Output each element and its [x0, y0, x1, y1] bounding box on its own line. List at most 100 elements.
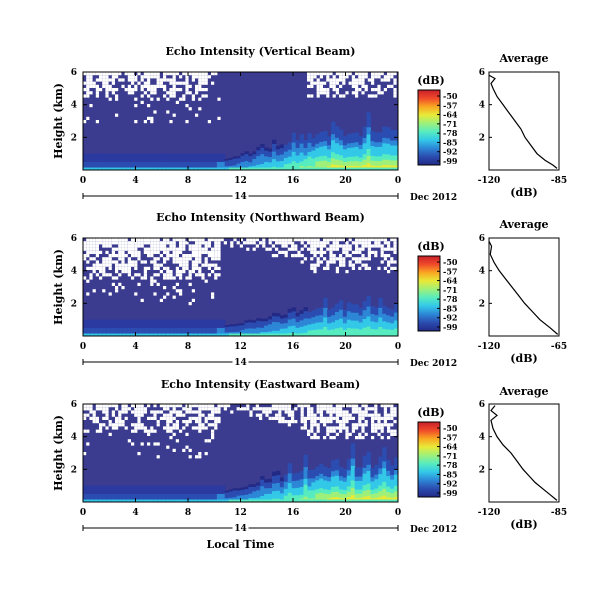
missing-data-cell	[111, 72, 115, 76]
heatmap-cell	[275, 157, 281, 162]
missing-data-cell	[271, 238, 275, 242]
missing-data-cell	[172, 410, 176, 414]
heatmap-cell	[299, 499, 304, 502]
missing-data-cell	[310, 420, 314, 424]
missing-data-cell	[127, 78, 131, 82]
heatmap-cell	[224, 333, 230, 336]
missing-data-cell	[211, 292, 215, 296]
missing-data-cell	[131, 250, 135, 254]
missing-data-cell	[191, 254, 195, 258]
missing-data-cell	[195, 250, 199, 254]
heatmap-cell	[169, 153, 175, 162]
heatmap-cell	[299, 474, 304, 480]
missing-data-cell	[95, 273, 99, 277]
missing-data-cell	[313, 81, 317, 85]
missing-data-cell	[156, 241, 160, 245]
heatmap-cell	[275, 499, 281, 502]
missing-data-cell	[131, 241, 135, 245]
heatmap-cell	[382, 131, 387, 138]
heatmap-cell	[394, 316, 398, 321]
missing-data-cell	[383, 254, 387, 258]
missing-data-cell	[86, 72, 90, 76]
heatmap-cell	[382, 495, 387, 502]
missing-data-cell	[140, 298, 144, 302]
missing-data-cell	[115, 407, 119, 411]
date-day-label: 14	[234, 358, 247, 368]
heatmap-cell	[390, 326, 395, 330]
heatmap-cell	[248, 499, 253, 502]
heatmap-cell	[311, 150, 316, 155]
heatmap-cell	[248, 161, 253, 165]
missing-data-cell	[159, 81, 163, 85]
heatmap-cell	[374, 155, 379, 162]
heatmap-cell	[240, 159, 245, 163]
missing-data-cell	[198, 426, 202, 430]
missing-data-cell	[195, 88, 199, 92]
missing-data-cell	[335, 257, 339, 261]
missing-data-cell	[329, 413, 333, 417]
heatmap-cell	[338, 167, 344, 170]
heatmap-cell	[224, 158, 230, 161]
missing-data-cell	[310, 410, 314, 414]
missing-data-cell	[390, 75, 394, 79]
missing-data-cell	[390, 416, 394, 420]
missing-data-cell	[143, 81, 147, 85]
heatmap-cell	[362, 484, 367, 491]
missing-data-cell	[115, 113, 119, 117]
missing-data-cell	[380, 250, 384, 254]
missing-data-cell	[127, 273, 131, 277]
missing-data-cell	[211, 436, 215, 440]
missing-data-cell	[204, 279, 208, 283]
heatmap-cell	[228, 489, 234, 492]
missing-data-cell	[310, 416, 314, 420]
heatmap-cell	[362, 467, 367, 474]
heatmap-cell	[283, 147, 289, 152]
heatmap-cell	[374, 314, 379, 319]
heatmap-cell	[260, 160, 265, 164]
missing-data-cell	[355, 84, 359, 88]
missing-data-cell	[332, 88, 336, 92]
heatmap-cell	[256, 333, 261, 336]
missing-data-cell	[313, 423, 317, 427]
heatmap-cell	[327, 153, 332, 158]
missing-data-cell	[143, 260, 147, 264]
missing-data-cell	[364, 84, 368, 88]
heatmap-cell	[201, 153, 206, 162]
heatmap-cell	[291, 473, 297, 478]
heatmap-cell	[134, 161, 139, 170]
missing-data-cell	[345, 426, 349, 430]
colorbar-tick-label: -85	[443, 469, 457, 479]
x-tick-label: 12	[234, 176, 247, 186]
heatmap-cell	[149, 485, 155, 494]
missing-data-cell	[278, 241, 282, 245]
heatmap-cell	[236, 326, 241, 329]
missing-data-cell	[307, 94, 311, 98]
heatmap-cell	[315, 325, 320, 330]
average-y-tick-label: 2	[479, 299, 485, 309]
heatmap-cell	[228, 494, 234, 497]
heatmap-cell	[98, 167, 104, 170]
missing-data-cell	[287, 407, 291, 411]
missing-data-cell	[291, 420, 295, 424]
missing-data-cell	[108, 244, 112, 248]
missing-data-cell	[371, 407, 375, 411]
missing-data-cell	[150, 426, 154, 430]
missing-data-cell	[156, 244, 160, 248]
heatmap-cell	[358, 325, 364, 330]
heatmap-cell	[216, 485, 222, 494]
heatmap-cell	[378, 302, 383, 308]
heatmap-cell	[228, 167, 234, 170]
missing-data-cell	[323, 88, 327, 92]
missing-data-cell	[131, 260, 135, 264]
missing-data-cell	[339, 429, 343, 433]
heatmap-cell	[394, 139, 398, 146]
missing-data-cell	[124, 238, 128, 242]
heatmap-cell	[220, 167, 226, 170]
heatmap-cell	[346, 310, 352, 316]
missing-data-cell	[204, 426, 208, 430]
heatmap-cell	[291, 167, 297, 170]
missing-data-cell	[86, 94, 90, 98]
missing-data-cell	[137, 81, 141, 85]
missing-data-cell	[147, 104, 151, 108]
heatmap-cell	[232, 488, 238, 491]
